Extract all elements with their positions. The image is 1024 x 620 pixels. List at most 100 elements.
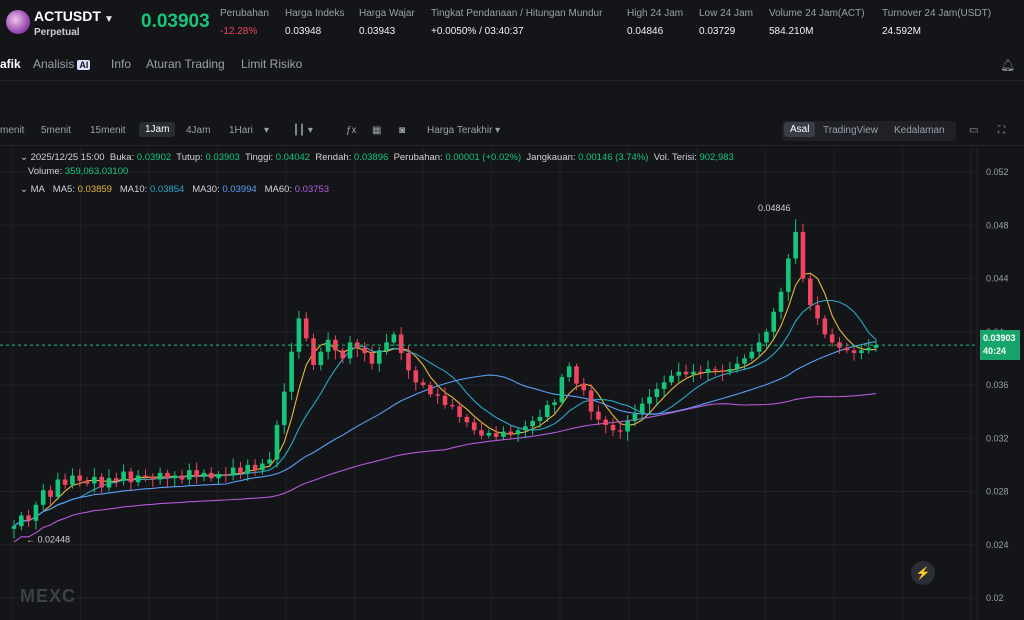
- candle-body: [362, 347, 367, 354]
- view-original[interactable]: Asal: [784, 122, 816, 137]
- candle-body: [705, 369, 711, 374]
- candle-body: [727, 369, 733, 372]
- candle-body: [172, 475, 178, 479]
- interval-1m[interactable]: menit: [0, 125, 25, 136]
- candle-body: [33, 504, 39, 521]
- interval-more-icon[interactable]: ▾: [264, 125, 270, 136]
- candle-body: [121, 471, 126, 481]
- candle-body: [742, 358, 747, 364]
- candle-body: [829, 334, 835, 343]
- stat-volume-label: Volume 24 Jam(ACT): [769, 8, 865, 19]
- candle-body: [296, 318, 302, 352]
- tab-trading-rules[interactable]: Aturan Trading: [146, 57, 225, 71]
- candle-body: [252, 464, 258, 471]
- candle-body: [574, 366, 579, 384]
- candle-body: [851, 350, 857, 354]
- fullscreen-icon[interactable]: ⛶: [998, 125, 1005, 136]
- candle-body: [318, 351, 324, 366]
- view-switch: [782, 121, 956, 141]
- ma5-label: MA5:: [52, 184, 75, 195]
- candle-body: [62, 479, 68, 485]
- candle-body: [815, 305, 820, 319]
- price-type-select[interactable]: Harga Terakhir ▾: [427, 125, 501, 136]
- stat-low-label: Low 24 Jam: [699, 8, 753, 19]
- candle-body: [464, 416, 470, 423]
- y-axis-label: 0.028: [986, 487, 1009, 497]
- candle-body: [698, 371, 703, 374]
- candle-type-icon[interactable]: ┃┃ ▾: [293, 125, 313, 136]
- symbol-name[interactable]: ACTUSDT: [34, 8, 101, 24]
- y-axis-label: 0.044: [986, 274, 1009, 284]
- candle-body: [157, 472, 163, 480]
- ma-collapse-icon[interactable]: ⌄: [20, 184, 31, 195]
- candle-body: [501, 431, 506, 437]
- candle-body: [303, 318, 309, 339]
- candle-body: [756, 342, 762, 352]
- candle-body: [873, 345, 879, 348]
- volume-value: 359,063.03100: [64, 166, 129, 177]
- panel-icon[interactable]: ▭: [969, 125, 979, 136]
- camera-icon[interactable]: ◙: [399, 125, 406, 136]
- price-chart[interactable]: 0.020.0240.0280.0320.0360.040.0440.0480.…: [0, 148, 1024, 620]
- filled-value: 902,983: [699, 152, 734, 163]
- open-value: 0.03902: [136, 152, 172, 163]
- tab-analysis[interactable]: Analisis AI: [33, 57, 91, 71]
- candle-body: [625, 420, 630, 432]
- candle-body: [442, 395, 448, 405]
- coin-logo-icon: [6, 10, 30, 34]
- stat-index-label: Harga Indeks: [285, 8, 345, 19]
- candle-body: [135, 475, 141, 483]
- candle-body: [618, 430, 623, 432]
- candle-body: [654, 388, 660, 397]
- price-tag-price: 0.03903: [983, 333, 1016, 343]
- view-tradingview[interactable]: TradingView: [823, 125, 879, 136]
- tab-chart[interactable]: afik: [0, 57, 21, 71]
- ohlc-info: ⌄ 2025/12/25 15:00 Buka: 0.03902 Tutup: …: [20, 152, 734, 163]
- candle-body: [559, 377, 565, 403]
- candle-body: [807, 278, 813, 306]
- interval-4h[interactable]: 4Jam: [186, 125, 211, 136]
- candle-body: [369, 353, 375, 364]
- candle-body: [866, 347, 871, 351]
- candle-body: [596, 411, 601, 420]
- range-label: Jangkauan:: [526, 152, 576, 163]
- candle-body: [77, 475, 83, 481]
- candle-body: [683, 371, 689, 375]
- candle-body: [55, 479, 61, 497]
- candle-body: [208, 472, 214, 479]
- candle-body: [837, 342, 842, 348]
- tab-info[interactable]: Info: [111, 57, 132, 71]
- candle-body: [11, 526, 17, 529]
- ai-badge: AI: [77, 60, 91, 70]
- candle-body: [201, 472, 207, 477]
- interval-1d[interactable]: 1Hari: [229, 125, 253, 136]
- candle-body: [749, 351, 755, 359]
- candle-body: [406, 353, 411, 371]
- candle-body: [48, 490, 53, 497]
- bell-icon[interactable]: 🔔︎: [1000, 58, 1016, 72]
- candle-body: [691, 371, 696, 375]
- flash-icon[interactable]: ⚡: [911, 561, 935, 585]
- candle-body: [143, 475, 148, 477]
- tab-risk-limit[interactable]: Limit Risiko: [241, 57, 303, 71]
- high-label: Tinggi:: [244, 152, 274, 163]
- candle-body: [355, 342, 360, 348]
- stat-funding-label: Tingkat Pendanaan / Hitungan Mundur: [431, 8, 603, 19]
- candle-body: [720, 370, 725, 372]
- candle-body: [40, 490, 46, 505]
- indicator-icon[interactable]: ƒx: [346, 125, 357, 136]
- collapse-icon[interactable]: ⌄: [20, 152, 31, 163]
- stat-funding-value: +0.0050% / 03:40:37: [431, 26, 524, 37]
- interval-1h[interactable]: 1Jam: [139, 122, 176, 137]
- candle-body: [311, 338, 316, 366]
- candle-body: [800, 231, 806, 279]
- stat-turnover-value: 24.592M: [882, 26, 921, 37]
- change-label: Perubahan:: [393, 152, 443, 163]
- interval-5m[interactable]: 5menit: [41, 125, 72, 136]
- view-depth[interactable]: Kedalaman: [894, 125, 945, 136]
- layout-grid-icon[interactable]: ▦: [372, 125, 382, 136]
- interval-15m[interactable]: 15menit: [90, 125, 126, 136]
- symbol-dropdown-icon[interactable]: ▼: [104, 14, 114, 25]
- candle-body: [457, 406, 462, 417]
- candle-body: [544, 404, 550, 417]
